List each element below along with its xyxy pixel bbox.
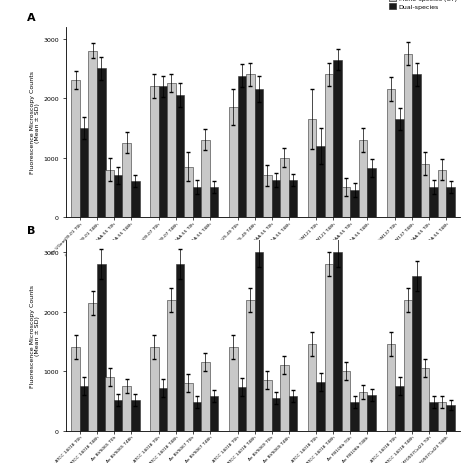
Bar — [412, 75, 421, 218]
Bar — [289, 181, 297, 218]
Bar — [122, 386, 131, 431]
Bar — [367, 395, 376, 431]
Bar — [71, 348, 80, 431]
Bar — [237, 387, 246, 431]
Bar — [446, 405, 455, 431]
Bar — [420, 368, 429, 431]
Bar — [333, 253, 342, 431]
Bar — [420, 164, 429, 218]
Bar — [359, 140, 367, 218]
Bar — [131, 182, 140, 218]
Y-axis label: Fluorescence Microscopy Counts
(Mean ± SD): Fluorescence Microscopy Counts (Mean ± S… — [29, 71, 40, 174]
Bar — [316, 382, 325, 431]
Text: B: B — [27, 225, 36, 236]
Bar — [105, 377, 114, 431]
Bar — [88, 51, 97, 218]
Bar — [438, 170, 446, 218]
Bar — [280, 365, 289, 431]
Bar — [201, 140, 210, 218]
Bar — [150, 87, 159, 218]
Bar — [229, 108, 237, 218]
Bar — [105, 170, 114, 218]
Y-axis label: Fluorescence Microscopy Counts
(Mean ± SD): Fluorescence Microscopy Counts (Mean ± S… — [29, 284, 40, 387]
Bar — [114, 176, 123, 218]
Bar — [350, 402, 359, 431]
Bar — [201, 363, 210, 431]
Bar — [403, 55, 412, 218]
Bar — [150, 348, 159, 431]
Bar — [255, 253, 263, 431]
Bar — [80, 386, 89, 431]
Bar — [272, 181, 280, 218]
Bar — [438, 402, 446, 431]
Bar — [325, 75, 333, 218]
Bar — [280, 158, 289, 218]
Bar — [325, 264, 333, 431]
Bar — [429, 402, 438, 431]
Bar — [395, 120, 404, 218]
Bar — [316, 146, 325, 218]
Bar — [395, 386, 404, 431]
Bar — [122, 144, 131, 218]
Legend: Mono-species (CT), Dual-species: Mono-species (CT), Dual-species — [389, 0, 456, 10]
Bar — [386, 90, 395, 218]
Bar — [210, 396, 219, 431]
Bar — [350, 191, 359, 218]
Bar — [263, 176, 272, 218]
Bar — [97, 69, 106, 218]
Bar — [246, 75, 255, 218]
Bar — [403, 300, 412, 431]
Bar — [308, 120, 316, 218]
Bar — [342, 188, 350, 218]
Bar — [342, 371, 350, 431]
Bar — [429, 188, 438, 218]
Bar — [167, 300, 176, 431]
Bar — [159, 388, 167, 431]
Bar — [246, 300, 255, 431]
Bar — [289, 396, 297, 431]
Bar — [386, 344, 395, 431]
Bar — [255, 89, 263, 218]
Bar — [114, 400, 123, 431]
Bar — [71, 81, 80, 218]
Bar — [359, 392, 367, 431]
Bar — [229, 348, 237, 431]
Bar — [80, 129, 89, 218]
Bar — [237, 76, 246, 218]
Bar — [176, 264, 184, 431]
Bar — [412, 276, 421, 431]
Text: A: A — [27, 13, 36, 23]
Bar — [367, 169, 376, 218]
Bar — [184, 383, 193, 431]
Bar — [193, 188, 201, 218]
Bar — [263, 380, 272, 431]
Bar — [210, 188, 219, 218]
Bar — [193, 402, 201, 431]
Bar — [272, 398, 280, 431]
Bar — [308, 344, 316, 431]
Bar — [97, 264, 106, 431]
Bar — [446, 188, 455, 218]
Bar — [184, 167, 193, 218]
Bar — [167, 84, 176, 218]
Bar — [131, 400, 140, 431]
Bar — [159, 87, 167, 218]
Bar — [176, 96, 184, 218]
Bar — [333, 60, 342, 218]
Bar — [88, 303, 97, 431]
